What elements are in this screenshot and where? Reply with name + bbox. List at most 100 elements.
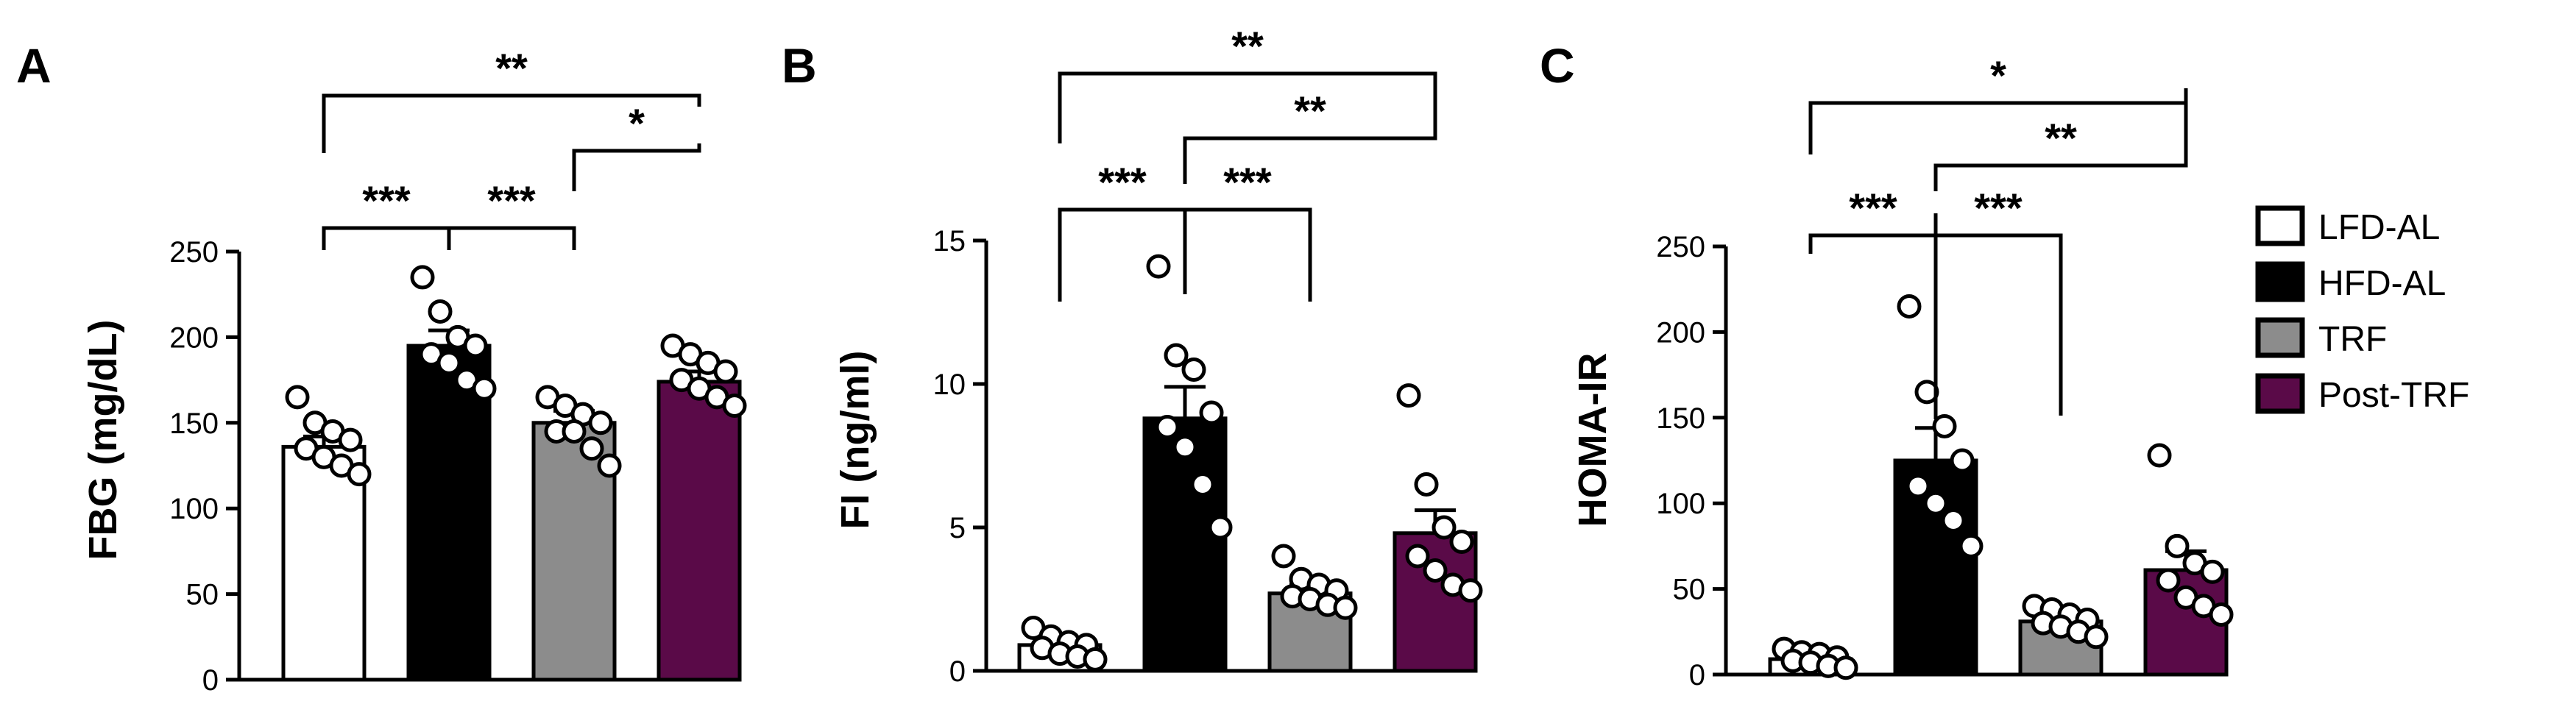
data-point (1932, 413, 1957, 438)
panel-a-y-axis-label: FBG (mg/dL) (81, 320, 125, 561)
data-point (597, 453, 622, 478)
y-tick-label: 5 (949, 512, 966, 544)
data-point (1423, 558, 1448, 583)
panel-c-y-axis-label: HOMA-IR (1571, 353, 1615, 527)
data-point (1833, 655, 1858, 680)
data-point (2084, 625, 2109, 650)
significance-label: * (1990, 52, 2006, 99)
data-point (722, 394, 747, 419)
y-tick-label: 150 (1656, 402, 1705, 435)
bar-post-trf (657, 380, 742, 682)
data-point (1396, 383, 1421, 408)
significance-bracket (1183, 88, 1437, 184)
legend-swatch-hfd-al (2255, 261, 2305, 302)
y-tick-label: 0 (202, 664, 219, 697)
data-point (588, 410, 613, 435)
data-point (338, 427, 363, 452)
significance-bracket (322, 226, 451, 250)
significance-label: *** (487, 177, 536, 224)
y-tick-label: 0 (1689, 659, 1705, 691)
y-tick-label: 150 (169, 408, 219, 440)
legend-label: LFD-AL (2318, 208, 2440, 247)
data-point (1432, 515, 1457, 540)
y-tick-label: 200 (169, 321, 219, 354)
data-point (713, 359, 738, 384)
significance-bracket (447, 226, 576, 250)
y-tick-label: 250 (1656, 231, 1705, 263)
data-point (1146, 254, 1171, 279)
data-point (1405, 544, 1430, 569)
data-point (1181, 358, 1206, 382)
data-point (1414, 472, 1439, 497)
legend-swatch-lfd-al (2255, 205, 2305, 246)
significance-bracket (322, 93, 701, 153)
significance-label: ** (1231, 23, 1264, 69)
significance-bracket (1933, 88, 2188, 191)
panel-a-letter: A (16, 38, 52, 93)
significance-label: * (629, 100, 645, 146)
significance-label: *** (1098, 159, 1147, 205)
data-point (1449, 530, 1474, 554)
data-point (285, 385, 310, 410)
data-point (1208, 515, 1233, 540)
data-point (1333, 595, 1358, 620)
data-point (1897, 294, 1922, 319)
panel-b-letter: B (782, 38, 817, 93)
data-point (1923, 491, 1948, 516)
legend-swatch-post-trf (2255, 373, 2305, 414)
data-point (1199, 400, 1224, 425)
data-point (472, 376, 497, 401)
significance-bracket (1183, 207, 1312, 302)
significance-label: ** (2045, 115, 2077, 161)
significance-bracket (1058, 71, 1437, 143)
significance-label: ** (1294, 88, 1326, 134)
legend: LFD-AL HFD-AL TRF Post-TRF (2255, 205, 2469, 415)
data-point (347, 462, 372, 487)
significance-label: *** (1974, 185, 2023, 231)
data-point (2209, 602, 2234, 627)
legend-label: TRF (2318, 320, 2387, 359)
y-tick-label: 250 (169, 236, 219, 268)
y-tick-label: 15 (933, 225, 966, 257)
data-point (1950, 448, 1975, 473)
data-point (2200, 559, 2225, 584)
legend-label: HFD-AL (2318, 264, 2446, 303)
significance-label: *** (1849, 185, 1897, 231)
significance-label: *** (362, 177, 411, 224)
data-point (1941, 508, 1966, 533)
significance-bracket (1933, 213, 2063, 416)
data-point (1906, 474, 1931, 499)
data-point (562, 419, 587, 444)
y-tick-label: 10 (933, 369, 966, 401)
y-tick-label: 50 (186, 579, 219, 611)
data-point (1172, 435, 1197, 460)
legend-swatch-trf (2255, 317, 2305, 358)
bar-hfd-al (406, 344, 492, 682)
legend-label: Post-TRF (2318, 376, 2469, 415)
y-tick-label: 50 (1673, 574, 1706, 606)
significance-label: *** (1223, 159, 1272, 205)
y-tick-label: 100 (169, 493, 219, 525)
y-tick-label: 0 (949, 655, 966, 688)
data-point (2156, 568, 2181, 593)
data-point (428, 299, 453, 324)
data-point (1458, 578, 1483, 603)
data-point (579, 436, 604, 461)
data-point (2165, 533, 2190, 558)
data-point (463, 333, 488, 358)
panel-b-y-axis-label: FI (ng/ml) (833, 351, 877, 530)
y-tick-label: 100 (1656, 488, 1705, 520)
data-point (1164, 343, 1189, 368)
bar-lfd-al (281, 444, 367, 682)
significance-label: ** (495, 45, 528, 91)
significance-bracket (572, 143, 701, 191)
significance-bracket (1808, 233, 1938, 419)
significance-bracket (1058, 207, 1187, 302)
